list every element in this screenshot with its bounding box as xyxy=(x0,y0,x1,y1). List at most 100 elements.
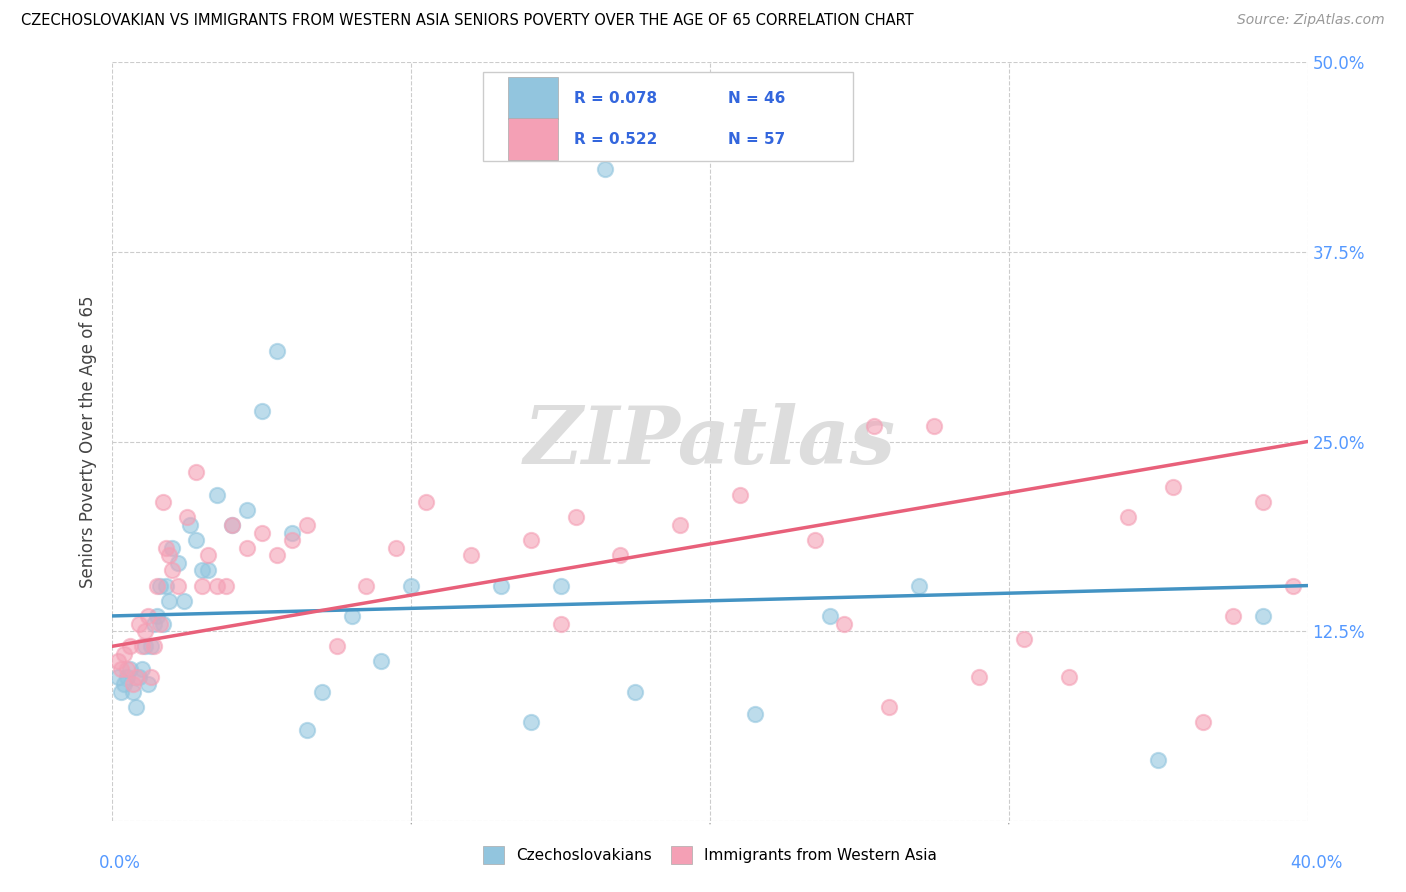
Point xyxy=(152,616,174,631)
Point xyxy=(520,533,543,548)
Point xyxy=(114,647,135,661)
Point xyxy=(157,548,180,563)
Point xyxy=(281,533,304,548)
Text: 0.0%: 0.0% xyxy=(98,855,141,872)
Point xyxy=(295,723,318,737)
Point xyxy=(744,707,766,722)
FancyBboxPatch shape xyxy=(484,71,853,161)
Point xyxy=(167,556,190,570)
Point xyxy=(908,579,931,593)
Point xyxy=(110,685,132,699)
Point xyxy=(146,608,169,623)
Point xyxy=(134,639,156,653)
Point xyxy=(1192,715,1215,730)
Point xyxy=(1251,495,1274,509)
Point xyxy=(155,579,177,593)
Point xyxy=(624,685,647,699)
Point xyxy=(250,525,273,540)
Point xyxy=(197,564,219,578)
Point xyxy=(110,662,132,676)
Point xyxy=(281,525,304,540)
Legend: Czechoslovakians, Immigrants from Western Asia: Czechoslovakians, Immigrants from Wester… xyxy=(477,840,943,870)
Point xyxy=(863,419,886,434)
Point xyxy=(1012,632,1035,646)
FancyBboxPatch shape xyxy=(508,118,558,161)
Point xyxy=(1281,579,1303,593)
Point xyxy=(221,517,243,532)
Point xyxy=(1118,510,1140,524)
Text: 40.0%: 40.0% xyxy=(1291,855,1343,872)
Point xyxy=(128,669,150,683)
Point xyxy=(236,541,259,555)
Point xyxy=(191,564,214,578)
Point xyxy=(550,616,572,631)
Point xyxy=(564,510,586,524)
Point xyxy=(149,616,172,631)
Point xyxy=(356,579,378,593)
Point xyxy=(141,639,163,653)
Point xyxy=(122,685,145,699)
Point xyxy=(340,608,363,623)
Text: CZECHOSLOVAKIAN VS IMMIGRANTS FROM WESTERN ASIA SENIORS POVERTY OVER THE AGE OF : CZECHOSLOVAKIAN VS IMMIGRANTS FROM WESTE… xyxy=(21,13,914,29)
Point xyxy=(120,639,142,653)
Point xyxy=(803,533,825,548)
FancyBboxPatch shape xyxy=(508,77,558,120)
Point xyxy=(215,579,238,593)
Point xyxy=(162,541,183,555)
Point xyxy=(143,616,166,631)
Point xyxy=(138,677,160,691)
Point xyxy=(250,404,273,418)
Point xyxy=(415,495,437,509)
Text: N = 57: N = 57 xyxy=(728,132,785,146)
Point xyxy=(236,503,259,517)
Point xyxy=(167,579,190,593)
Point xyxy=(117,662,139,676)
Point xyxy=(460,548,482,563)
Point xyxy=(131,639,153,653)
Point xyxy=(125,699,148,714)
Point xyxy=(879,699,901,714)
Point xyxy=(669,517,692,532)
Point xyxy=(728,487,751,501)
Y-axis label: Seniors Poverty Over the Age of 65: Seniors Poverty Over the Age of 65 xyxy=(79,295,97,588)
Text: Source: ZipAtlas.com: Source: ZipAtlas.com xyxy=(1237,13,1385,28)
Point xyxy=(295,517,318,532)
Point xyxy=(1057,669,1080,683)
Point xyxy=(125,669,148,683)
Point xyxy=(489,579,512,593)
Point xyxy=(385,541,408,555)
Text: R = 0.522: R = 0.522 xyxy=(574,132,657,146)
Point xyxy=(138,608,160,623)
Point xyxy=(152,495,174,509)
Point xyxy=(176,510,198,524)
Point xyxy=(120,662,142,676)
Point xyxy=(311,685,333,699)
Text: N = 46: N = 46 xyxy=(728,91,786,106)
Point xyxy=(173,594,195,608)
Point xyxy=(205,579,228,593)
Point xyxy=(107,655,129,669)
Point xyxy=(155,541,177,555)
Point xyxy=(922,419,945,434)
Point xyxy=(128,616,150,631)
Point xyxy=(1222,608,1244,623)
Point xyxy=(186,533,208,548)
Point xyxy=(609,548,631,563)
Point xyxy=(117,669,139,683)
Point xyxy=(221,517,243,532)
Point xyxy=(818,608,841,623)
Point xyxy=(370,655,392,669)
Text: ZIPatlas: ZIPatlas xyxy=(524,403,896,480)
Point xyxy=(114,677,135,691)
Point xyxy=(401,579,423,593)
Point xyxy=(1161,480,1184,494)
Point xyxy=(146,579,169,593)
Point xyxy=(1147,753,1170,767)
Point xyxy=(595,161,617,176)
Point xyxy=(205,487,228,501)
Point xyxy=(1251,608,1274,623)
Point xyxy=(325,639,347,653)
Point xyxy=(141,669,163,683)
Point xyxy=(122,677,145,691)
Point xyxy=(550,579,572,593)
